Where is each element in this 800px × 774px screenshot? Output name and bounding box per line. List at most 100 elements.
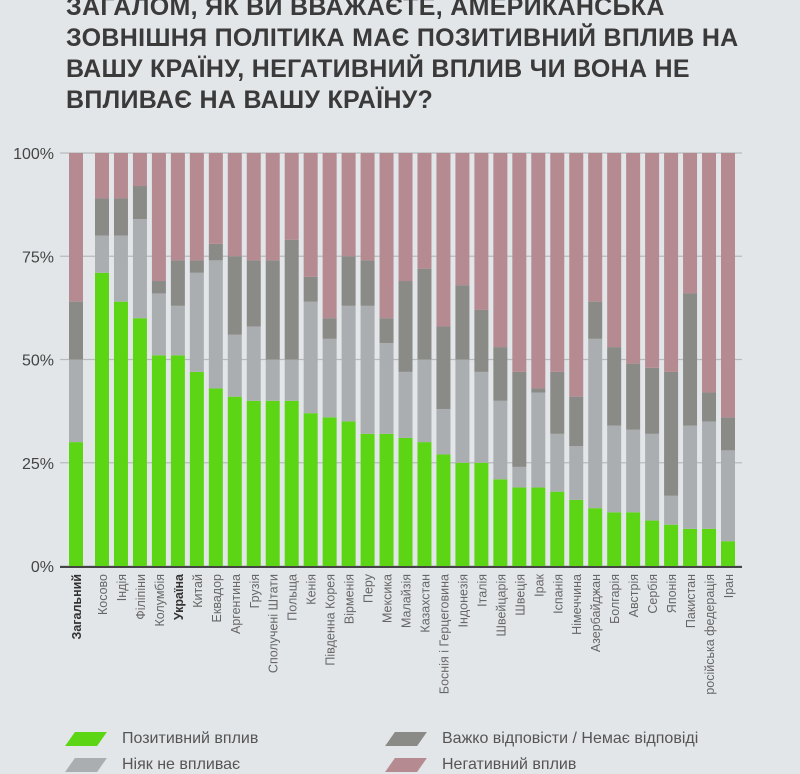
bar-segment [341, 305, 356, 422]
bar-segment [455, 359, 470, 463]
bar-segment [588, 338, 603, 509]
bar-cap [284, 153, 299, 161]
x-tick-label: російська федерація [703, 574, 717, 695]
bar-segment [246, 400, 261, 566]
x-tick-label: Вірменія [343, 574, 357, 624]
bar-segment [379, 342, 394, 434]
bar-segment [607, 347, 622, 426]
bar-segment [227, 256, 242, 335]
bar-segment [69, 359, 83, 443]
bar-segment [398, 437, 413, 566]
bar-segment [151, 293, 166, 356]
bar-segment [626, 512, 641, 566]
bar-segment [683, 425, 698, 529]
legend-label: Ніяк не впливає [122, 756, 241, 773]
bar-cap [569, 153, 584, 161]
bar-cap [303, 153, 318, 161]
bar-cap [379, 153, 394, 161]
bar-segment [626, 153, 641, 364]
bar-segment [208, 153, 223, 244]
bar-segment [170, 305, 185, 356]
bar-segment [398, 281, 413, 372]
y-tick-label: 0% [31, 559, 54, 576]
bar-segment [588, 153, 603, 302]
bar-segment [132, 219, 147, 319]
bar-segment [664, 153, 679, 372]
bar-cap [455, 153, 470, 161]
bar-segment [132, 318, 147, 566]
bar-cap [607, 153, 622, 161]
bar-segment [550, 153, 565, 372]
x-tick-label: Україна [172, 573, 186, 620]
bar-cap [170, 153, 185, 161]
bar-segment [208, 260, 223, 389]
bar-segment [69, 301, 83, 360]
bar-segment [170, 260, 185, 306]
x-tick-label: Грузія [248, 574, 262, 608]
bar-segment [721, 153, 735, 418]
x-tick-label: Філіпіни [134, 574, 148, 620]
bar-cap [227, 153, 242, 161]
legend-item-neutral: Ніяк не впливає [65, 756, 241, 774]
y-tick-label: 75% [22, 249, 54, 266]
x-tick-label: Пакистан [684, 574, 698, 628]
x-tick-label: Кенія [305, 574, 319, 605]
bar-segment [246, 326, 261, 401]
bar-segment [626, 363, 641, 430]
bar-segment [645, 520, 660, 566]
bar-cap [341, 153, 356, 161]
bar-segment [95, 198, 109, 236]
bar-cap [208, 153, 223, 161]
bar-segment [550, 491, 565, 566]
bar-cap [360, 153, 375, 161]
x-tick-label: Австрія [627, 574, 641, 617]
bar-segment [170, 355, 185, 566]
bar-segment [493, 479, 508, 566]
x-tick-label: Іспанія [551, 574, 565, 614]
x-tick-label: Загальний [70, 574, 84, 640]
bar-segment [284, 400, 299, 566]
bar-segment [284, 359, 299, 401]
bar-segment [379, 318, 394, 343]
bar-segment [569, 396, 584, 447]
bar-cap [151, 153, 166, 161]
bar-cap [626, 153, 641, 161]
bar-segment [493, 347, 508, 401]
bar-segment [132, 153, 147, 187]
bar-segment [588, 301, 603, 339]
x-tick-label: Боснія і Герцеговина [437, 574, 451, 694]
bar-segment [113, 198, 128, 236]
legend-item-dont-know: Важко відповісти / Немає відповіді [385, 730, 698, 748]
bar-segment [95, 153, 109, 199]
bar-cap [265, 153, 280, 161]
x-tick-label: Сполучені Штати [267, 574, 281, 673]
legend-swatch-negative [385, 758, 427, 772]
legend-swatch-positive [65, 732, 107, 746]
x-tick-label: Болгарія [608, 574, 622, 624]
x-tick-label: Малайзія [400, 574, 414, 628]
bar-segment [322, 338, 337, 418]
x-tick-label: Швейцарія [494, 574, 508, 637]
bar-segment [645, 433, 660, 521]
bar-segment [607, 512, 622, 566]
bar-segment [455, 285, 470, 360]
bar-segment [436, 409, 451, 455]
bar-segment [379, 153, 394, 319]
bar-segment [683, 528, 698, 566]
bar-segment [474, 371, 489, 463]
bar-segment [246, 260, 261, 327]
bar-segment [531, 487, 546, 566]
bar-segment [208, 388, 223, 566]
bar-segment [683, 293, 698, 426]
bar-segment [455, 153, 470, 286]
bar-segment [607, 153, 622, 348]
y-tick-label: 50% [22, 353, 54, 370]
bar-segment [398, 371, 413, 438]
bar-segment [493, 153, 508, 348]
bar-segment [189, 371, 204, 566]
bar-segment [189, 153, 204, 261]
bar-cap [588, 153, 603, 161]
bar-segment [474, 153, 489, 310]
bar-segment [607, 425, 622, 513]
bar-segment [113, 153, 128, 199]
